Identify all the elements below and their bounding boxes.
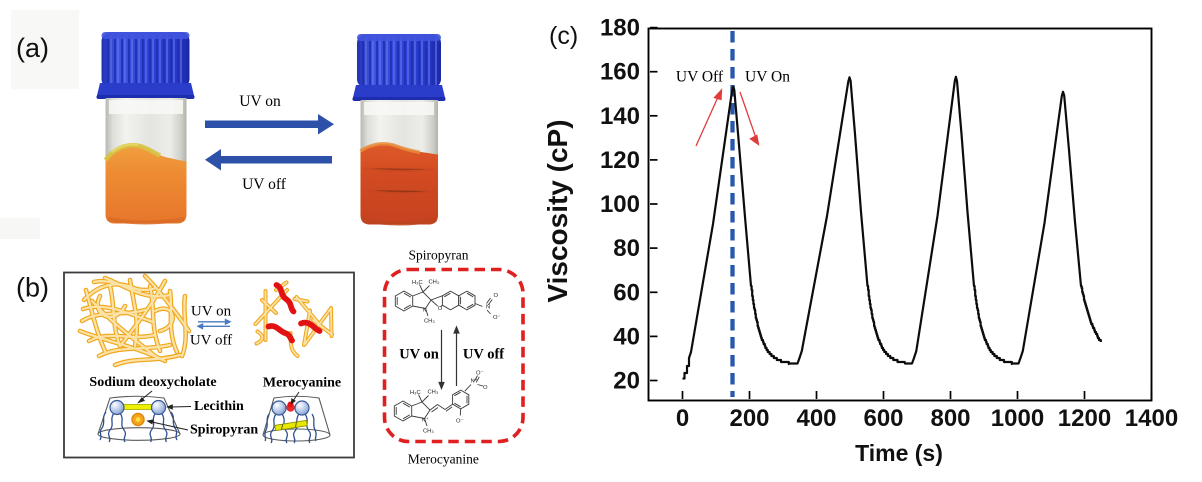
svg-text:600: 600 — [863, 405, 903, 432]
svg-text:N⁺: N⁺ — [422, 417, 429, 424]
svg-text:UV on: UV on — [239, 93, 281, 110]
svg-text:1200: 1200 — [1058, 405, 1111, 432]
svg-text:CH₃: CH₃ — [424, 319, 435, 325]
svg-text:20: 20 — [613, 368, 640, 395]
svg-text:400: 400 — [796, 405, 836, 432]
svg-text:H₃C: H₃C — [412, 280, 423, 286]
svg-text:180: 180 — [600, 15, 640, 42]
svg-text:Lecithin: Lecithin — [194, 399, 244, 414]
svg-text:0: 0 — [676, 405, 689, 432]
svg-text:UV off: UV off — [190, 333, 232, 349]
svg-text:80: 80 — [613, 235, 640, 262]
svg-text:N: N — [486, 305, 490, 311]
svg-text:O: O — [483, 385, 488, 391]
svg-text:O⁻: O⁻ — [456, 419, 464, 425]
svg-text:O: O — [438, 306, 443, 312]
svg-text:160: 160 — [600, 59, 640, 86]
svg-text:UV on: UV on — [399, 347, 439, 363]
svg-text:1000: 1000 — [991, 405, 1044, 432]
svg-text:Viscosity (cP): Viscosity (cP) — [542, 119, 573, 302]
svg-text:100: 100 — [600, 191, 640, 218]
svg-text:UV off: UV off — [463, 347, 504, 363]
svg-text:CH₃: CH₃ — [423, 429, 434, 435]
svg-text:CH₃: CH₃ — [429, 280, 440, 286]
svg-text:(a): (a) — [16, 33, 49, 63]
svg-text:O⁻: O⁻ — [476, 371, 484, 377]
svg-text:800: 800 — [930, 405, 970, 432]
svg-text:O⁻: O⁻ — [493, 315, 501, 321]
svg-text:Sodium deoxycholate: Sodium deoxycholate — [89, 375, 216, 390]
svg-text:O: O — [494, 293, 499, 299]
svg-text:CH₃: CH₃ — [428, 390, 439, 396]
svg-text:H₃C: H₃C — [410, 390, 421, 396]
svg-text:60: 60 — [613, 279, 640, 306]
svg-text:UV On: UV On — [745, 69, 790, 86]
svg-text:Merocyanine: Merocyanine — [263, 376, 341, 391]
svg-text:N: N — [423, 308, 427, 314]
svg-text:N⁺: N⁺ — [471, 378, 478, 385]
svg-text:UV off: UV off — [242, 176, 287, 193]
svg-text:140: 140 — [600, 103, 640, 130]
svg-text:Time (s): Time (s) — [855, 440, 943, 466]
svg-text:40: 40 — [613, 323, 640, 350]
svg-text:(b): (b) — [16, 273, 49, 303]
svg-text:200: 200 — [729, 405, 769, 432]
svg-text:Spiropyran: Spiropyran — [190, 423, 258, 438]
svg-text:UV Off: UV Off — [676, 69, 724, 86]
svg-text:UV on: UV on — [191, 304, 232, 320]
svg-text:120: 120 — [600, 147, 640, 174]
svg-text:1400: 1400 — [1125, 405, 1178, 432]
svg-text:(c): (c) — [549, 22, 578, 50]
svg-text:Merocyanine: Merocyanine — [408, 452, 479, 467]
svg-text:Spiropyran: Spiropyran — [409, 248, 469, 263]
